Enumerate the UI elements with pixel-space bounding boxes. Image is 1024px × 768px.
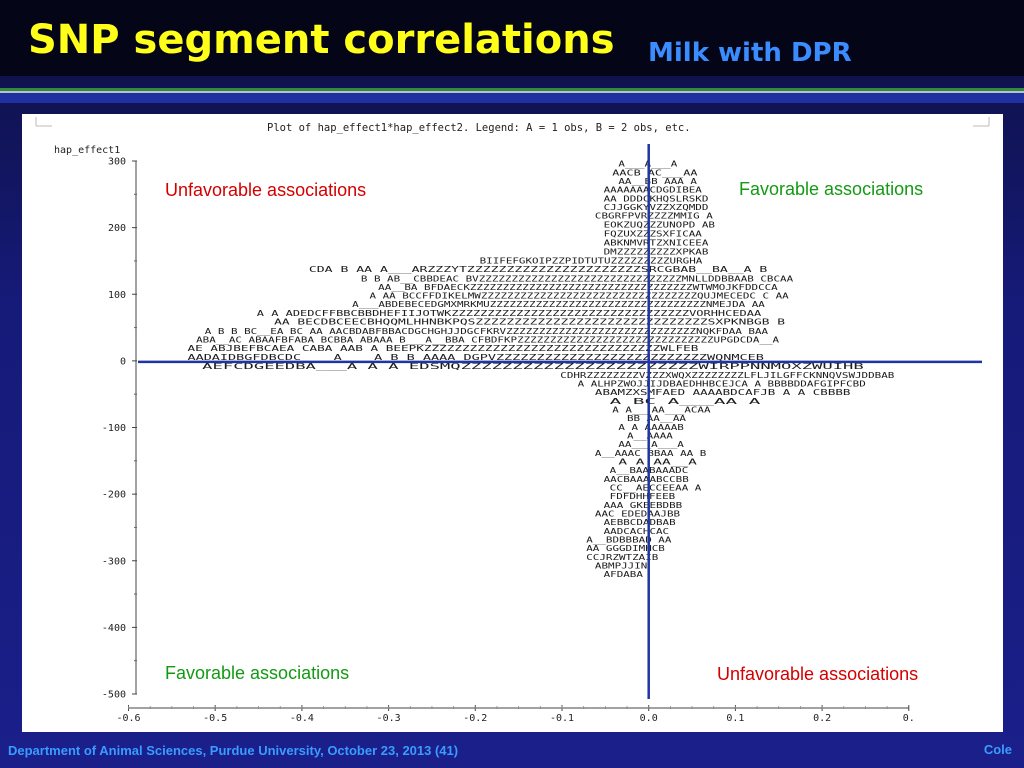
scatter-row: AEBBCDADBAB <box>604 517 676 527</box>
scatter-row: AAA GKEEBDBB <box>604 500 683 510</box>
scatter-row: BIIFEFGKOIPZZPIDTUTUZZZZZZZZZURGHA <box>480 255 703 265</box>
scatter-row: FDFDHHFEEB <box>610 491 676 501</box>
scatter-row: AA GGGDIMHCB <box>586 543 665 553</box>
scatter-row: A AA BCCFFDIKELMWZZZZZZZZZZZZZZZZZZZZZZZ… <box>370 291 789 301</box>
scatter-row: A ALHPZWOJJIJDBAEDHHBCEJCA A BBBBDDAFGIP… <box>578 379 866 389</box>
title-bar <box>0 0 1024 76</box>
scatter-row: AADCACHCAC <box>604 526 670 536</box>
y-tick-label: 200 <box>108 223 126 234</box>
x-tick-label: 0. <box>903 713 915 724</box>
scatter-row: FQZUXZZZSXFICAA <box>604 229 702 239</box>
scatter-row: CDA B AA A___ARZZZYTZZZZZZZZZZZZZZZZZZZZ… <box>309 264 768 274</box>
scatter-row: AEFCDGEEDBA___A A A EDSMQZZZZZZZZZZZZZZZ… <box>202 361 864 371</box>
y-tick-label: 300 <box>108 157 126 168</box>
scatter-row: AA___A___A <box>618 439 684 449</box>
divider-silver <box>0 91 1024 93</box>
y-tick-label: 100 <box>108 290 126 301</box>
x-tick-label: 0.0 <box>640 713 658 724</box>
scatter-row: ABKNMVRTZXNICEEA <box>604 237 709 247</box>
scatter-row: CDHRZZZZZZZZVZZZXWQXZZZZZZZZLFLJILGFFCKN… <box>560 370 894 380</box>
scatter-row: ABMPJJIN <box>595 560 647 570</box>
x-tick-label: -0.2 <box>463 713 487 724</box>
y-tick-label: -500 <box>102 690 126 701</box>
scatter-row: AAC EDEDAAJBB <box>595 508 680 518</box>
scatter-row: A A AA__A <box>618 456 697 466</box>
scatter-row: AE ABJBEFBCAEA CABA AAB A BEEPKZZZZZZZZZ… <box>187 343 698 353</box>
x-tick-label: -0.1 <box>550 713 574 724</box>
scatter-row: BB AA__AA <box>627 413 686 423</box>
x-tick-label: 0.2 <box>813 713 831 724</box>
scatter-row: ABA__AC ABAAFBFABA BCBBA ABAAA B___A__BB… <box>196 335 779 345</box>
scatter-row: A A AAAAAB <box>618 422 684 432</box>
y-tick-label: -200 <box>102 490 126 501</box>
scatter-row: AFDABA <box>604 569 643 579</box>
quadrant-label-bottom-left: Favorable associations <box>165 663 349 683</box>
x-tick-label: -0.6 <box>116 713 140 724</box>
scatter-row: A A___AA___ACAA <box>612 405 710 415</box>
corner-mark-right <box>973 117 990 127</box>
scatter-row: CC__AECCEEAA A <box>610 482 702 492</box>
y-tick-label: -100 <box>102 423 126 434</box>
chart-panel: Plot of hap_effect1*hap_effect2. Legend:… <box>22 114 1003 732</box>
footer-author: Cole <box>983 742 1012 757</box>
y-tick-label: -300 <box>102 556 126 567</box>
scatter-row: CBGRFPVRZZZZMMIG A <box>595 211 713 221</box>
scatter-row: A__AAAA <box>627 430 673 440</box>
scatter-row: EOKZUQZZZUNOPD AB <box>604 219 715 229</box>
slide-subtitle: Milk with DPR <box>648 38 852 68</box>
scatter-row: AAAAAAACDGDIBEA <box>604 185 702 195</box>
scatter-row: AA__BA BFDAECKZZZZZZZZZZZZZZZZZZZZZZZZZZ… <box>378 282 778 292</box>
scatter-row: DMZZZZZZZZZXPKAB <box>604 247 709 257</box>
scatter-plot: Plot of hap_effect1*hap_effect2. Legend:… <box>35 117 990 724</box>
corner-mark-left <box>35 117 52 127</box>
scatter-row: CJJGGKYVZZXZQMDD <box>604 202 709 212</box>
x-tick-label: -0.5 <box>203 713 227 724</box>
scatter-row: ABAMZXSMFAED AAAABDCAFJB A A CBBBB <box>595 387 851 397</box>
chart-title: Plot of hap_effect1*hap_effect2. Legend:… <box>267 122 691 134</box>
quadrant-label-top-right: Favorable associations <box>739 179 923 199</box>
scatter-row: AA DDDCKHQSLRSKD <box>604 193 709 203</box>
footer-credit: Department of Animal Sciences, Purdue Un… <box>8 743 459 758</box>
scatter-row: AADAIDBGFDBCDC____A____A B B AAAA DGPVZZ… <box>187 352 764 362</box>
scatter-row: AA BECDBCEECBHQQMLHHNBKPQSZZZZZZZZZZZZZZ… <box>274 317 785 327</box>
scatter-row: A B B BC__EA BC AA AACBDABFBBACDGCHGHJJD… <box>205 326 768 336</box>
scatter-row: B B AB__CBBDEAC BVZZZZZZZZZZZZZZZZZZZZZZ… <box>361 273 793 283</box>
quadrant-label-top-left: Unfavorable associations <box>165 180 366 200</box>
slide-title: SNP segment correlations <box>28 17 615 63</box>
scatter-row: A___ABDEBECEDGMXMRKMUZZZZZZZZZZZZZZZZZZZ… <box>352 299 765 309</box>
quadrant-label-bottom-right: Unfavorable associations <box>717 664 918 684</box>
scatter-row: A__BDBBBAD AA <box>586 534 671 544</box>
scatter-row: CCJRZWTZAIB <box>586 552 658 562</box>
scatter-row: A A ADEDCFFBBCBBDHEFIIJOTWKZZZZZZZZZZZZZ… <box>257 308 761 318</box>
scatter-row: AACB AC___AA <box>612 167 697 177</box>
scatter-row: AA__BB AAA A <box>618 176 697 186</box>
scatter-row: AACBAAAABCCBB <box>604 474 689 484</box>
x-tick-label: 0.1 <box>726 713 744 724</box>
y-axis-label: hap_effect1 <box>54 145 120 156</box>
x-tick-label: -0.3 <box>377 713 401 724</box>
x-tick-label: -0.4 <box>290 713 314 724</box>
y-tick-label: 0 <box>120 356 126 367</box>
divider-blue <box>0 93 1024 103</box>
divider-green <box>0 88 1024 91</box>
y-tick-label: -400 <box>102 623 126 634</box>
scatter-row: A__AAAC BBAA AA B <box>595 448 706 458</box>
scatter-row: A BC A___AA A <box>610 396 761 406</box>
